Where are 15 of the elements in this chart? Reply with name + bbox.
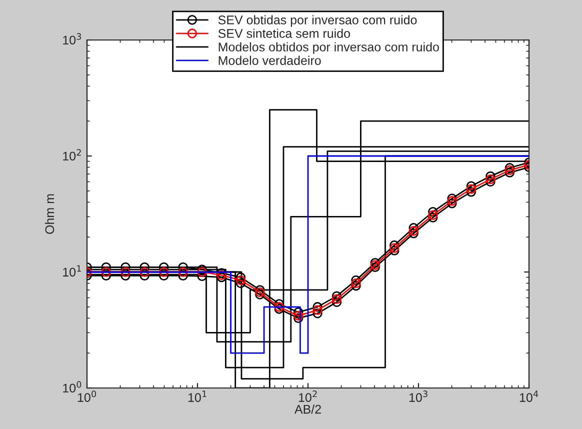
legend-label: Modelos obtidos por inversao com ruido (218, 42, 439, 54)
legend-label: SEV obtidas por inversao com ruido (218, 15, 417, 27)
y-axis-title: Ohm m (44, 194, 54, 234)
legend-label: SEV sintetica sem ruido (218, 28, 350, 38)
x-tick-label: 10$^{3}$ (409, 390, 428, 402)
x-tick-label: 10$^{0}$ (78, 390, 96, 402)
x-tick-label: 10$^{4}$ (520, 390, 538, 402)
y-tick-label: 10$^{0}$ (63, 381, 82, 393)
x-axis-title: AB/2 (294, 404, 321, 414)
y-tick-label: 10$^{1}$ (63, 265, 81, 277)
y-tick-label: 10$^{2}$ (63, 149, 81, 161)
x-tick-label: 10$^{2}$ (298, 390, 317, 402)
x-tick-label: 10$^{1}$ (188, 390, 206, 402)
legend-label: Modelo verdadeiro (218, 56, 321, 65)
y-tick-label: 10$^{3}$ (63, 33, 82, 45)
